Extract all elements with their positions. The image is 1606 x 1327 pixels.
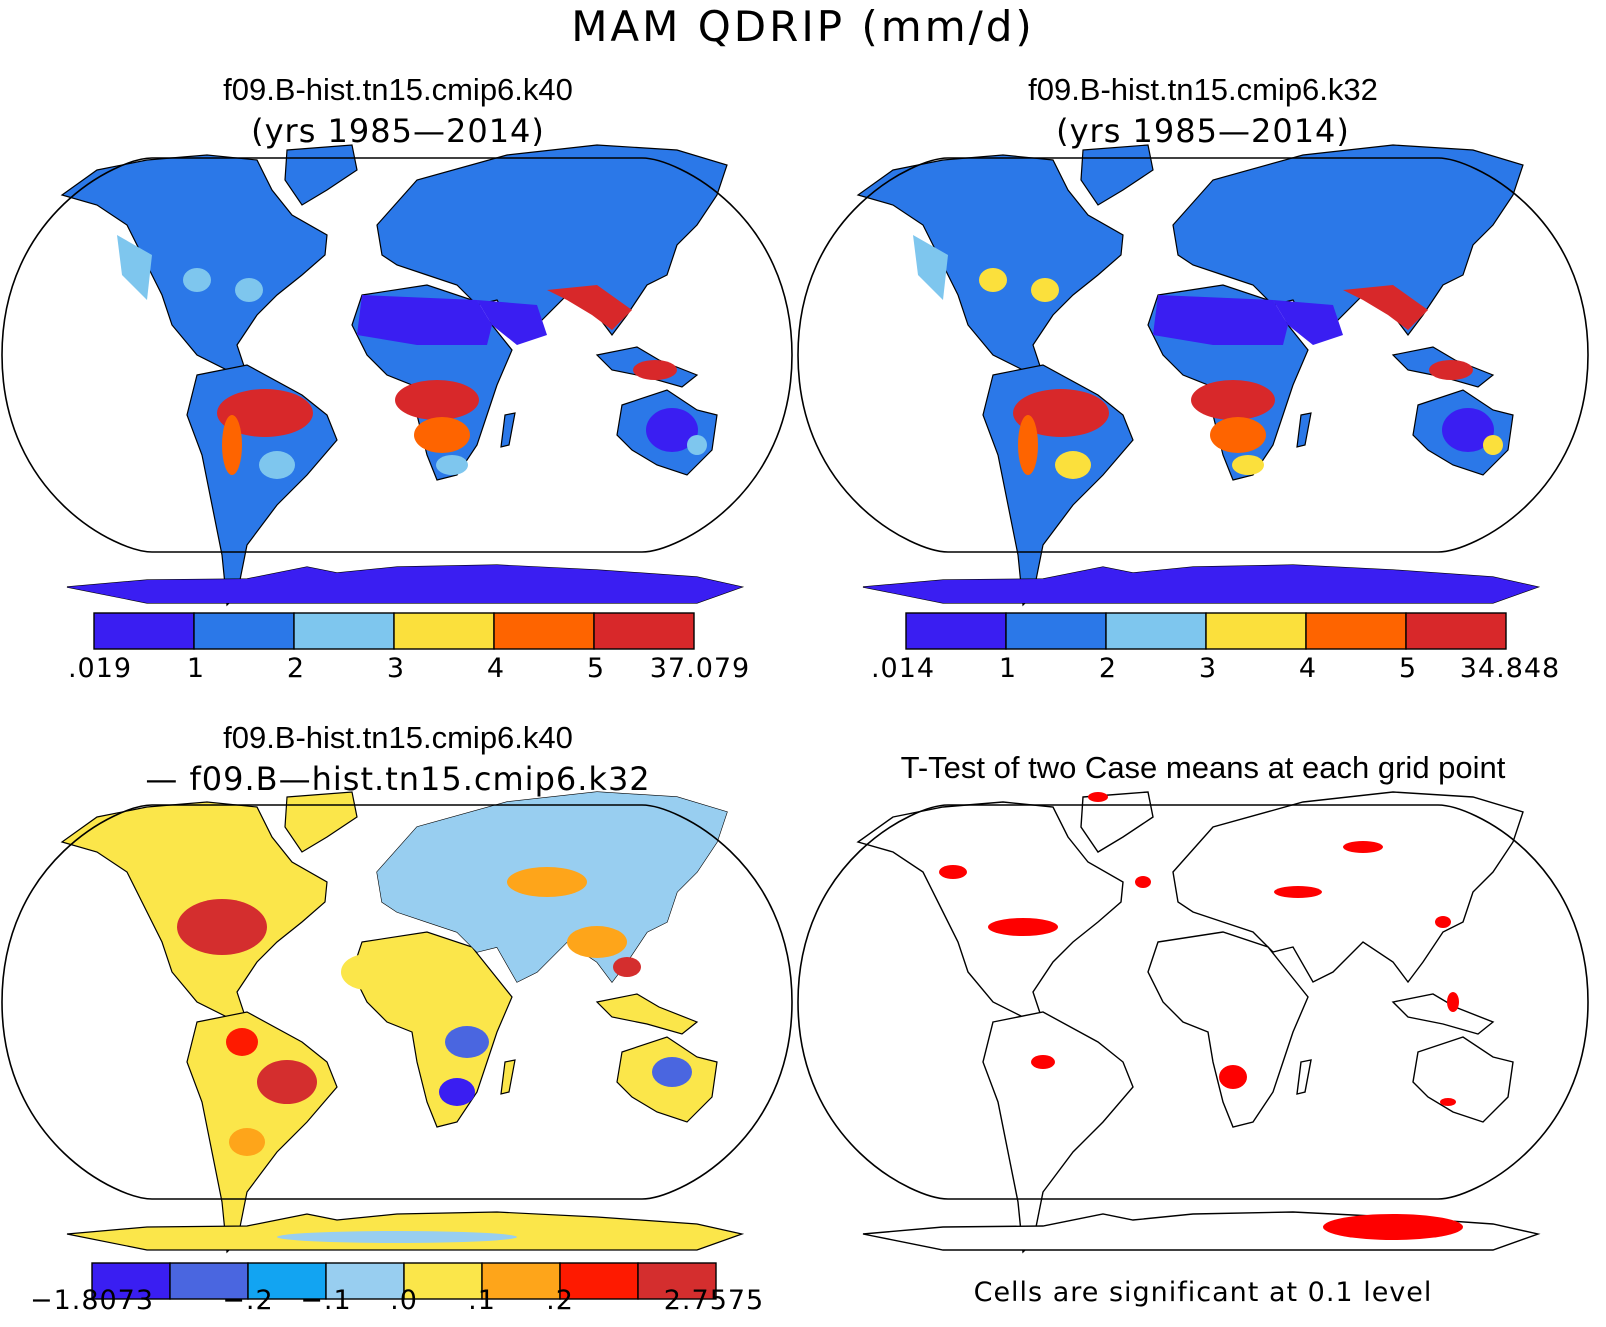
panel1-arabia: [477, 300, 547, 345]
panel4-map: [797, 791, 1589, 1253]
panel1-colorbar-label: 37.079: [649, 653, 751, 684]
panel3-colorbar-label: −.2: [222, 1285, 274, 1316]
panel1-colorbar-label: 5: [586, 653, 606, 684]
panel4-footnote: Cells are significant at 0.1 level: [973, 1277, 1433, 1308]
panel1-colorbar-bin-4: [393, 612, 495, 650]
panel3-colorbar-label: .0: [390, 1285, 418, 1316]
panel1-colorbar-bin-3: [293, 612, 395, 650]
panel2-colorbar-label: 3: [1198, 653, 1218, 684]
panel2-colorbar-bin-5: [1305, 612, 1407, 650]
panel2-subtitle: (yrs 1985—2014): [1056, 112, 1350, 150]
panel1-colorbar-label: 2: [286, 653, 306, 684]
panel2-colorbar-label: 4: [1298, 653, 1318, 684]
panel1-colorbar-bin-5: [493, 612, 595, 650]
panel3-colorbar-label: .1: [468, 1285, 496, 1316]
panel2-sahara: [1153, 295, 1288, 345]
panel3-colorbar-label: 2.7575: [663, 1285, 765, 1316]
panel2-colorbar-bin-1: [905, 612, 1007, 650]
panel2-colorbar-bin-4: [1205, 612, 1307, 650]
panel1-sahara: [357, 295, 492, 345]
panel1-map: [1, 144, 793, 606]
figure-title: MAM QDRIP (mm/d): [571, 2, 1035, 51]
panel2-colorbar-label: 34.848: [1459, 653, 1561, 684]
panel3-colorbar-label: −.1: [300, 1285, 352, 1316]
panel2-arabia: [1273, 300, 1343, 345]
panel4-title: T-Test of two Case means at each grid po…: [900, 750, 1506, 785]
panel1-subtitle: (yrs 1985—2014): [251, 112, 545, 150]
panel4-map-boundary: [797, 804, 1589, 1200]
panel2-colorbar-label: 2: [1098, 653, 1118, 684]
panel2-colorbar-bin-6: [1405, 612, 1507, 650]
panel3-colorbar-bin-4: [325, 1262, 405, 1300]
panel3-colorbar-label: .2: [546, 1285, 574, 1316]
panel2-map: [797, 144, 1589, 606]
panel2-map-boundary: [797, 157, 1589, 553]
panel3-title: f09.B-hist.tn15.cmip6.k40: [223, 720, 573, 755]
panel3-map: [1, 791, 793, 1253]
panel1-colorbar-bin-2: [193, 612, 295, 650]
panel2-antarctica-fill: [863, 565, 1538, 603]
panel3-colorbar-bin-6: [481, 1262, 561, 1300]
panel1-colorbar-bin-1: [93, 612, 195, 650]
panel1-antarctica-fill: [67, 565, 742, 603]
panel2-colorbar-bin-3: [1105, 612, 1207, 650]
panel1-colorbar-bin-6: [593, 612, 695, 650]
panel1-colorbar-label: 1: [186, 653, 206, 684]
panel3-colorbar-bin-8: [637, 1262, 717, 1300]
panel2-colorbar-label: 5: [1398, 653, 1418, 684]
panel1-colorbar: [93, 612, 695, 650]
panel3-subtitle: — f09.B—hist.tn15.cmip6.k32: [145, 760, 651, 798]
panel1-title: f09.B-hist.tn15.cmip6.k40: [223, 72, 573, 107]
panel2-title: f09.B-hist.tn15.cmip6.k32: [1028, 72, 1378, 107]
panel3-colorbar-label: −1.8073: [29, 1285, 155, 1316]
panel3-map-boundary: [1, 804, 793, 1200]
panel1-map-boundary: [1, 157, 793, 553]
panel3-colorbar: [91, 1262, 717, 1300]
panel2-colorbar-label: .014: [870, 653, 936, 684]
panel1-colorbar-label: .019: [67, 653, 133, 684]
panel2-colorbar: [905, 612, 1507, 650]
panel2-colorbar-bin-2: [1005, 612, 1107, 650]
panel1-colorbar-label: 4: [486, 653, 506, 684]
panel2-colorbar-label: 1: [998, 653, 1018, 684]
panel1-colorbar-label: 3: [386, 653, 406, 684]
panel3-colorbar-bin-2: [169, 1262, 249, 1300]
